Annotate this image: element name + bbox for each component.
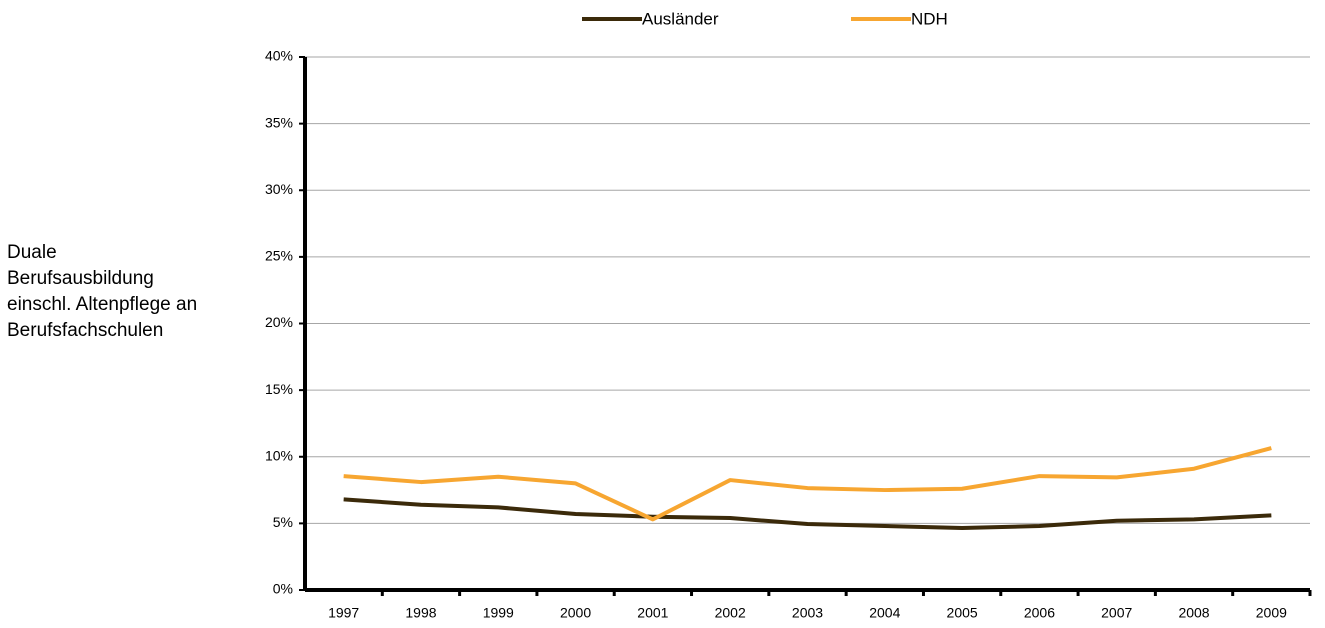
y-axis-label: Duale Berufsausbildung einschl. Altenpfl… — [7, 242, 198, 341]
x-tick-label: 2001 — [637, 605, 668, 621]
x-tick-label: 2006 — [1024, 605, 1055, 621]
y-tick-label: 15% — [265, 381, 293, 397]
y-tick-label: 30% — [265, 181, 293, 197]
x-tick-label: 1997 — [328, 605, 359, 621]
line-series — [343, 446, 1272, 522]
y-tick-label: 10% — [265, 447, 293, 463]
x-tick-label: 2000 — [560, 605, 591, 621]
x-tick-label: 1999 — [483, 605, 514, 621]
y-tick-label: 40% — [265, 48, 293, 64]
x-tick-label: 2003 — [792, 605, 823, 621]
x-tick-label: 1998 — [405, 605, 436, 621]
y-tick-label: 5% — [273, 514, 293, 530]
x-tick-label: 2002 — [715, 605, 746, 621]
line-series — [343, 497, 1272, 531]
x-tick-label: 2008 — [1178, 605, 1209, 621]
x-tick-label: 2005 — [947, 605, 978, 621]
y-tick-label: 25% — [265, 248, 293, 264]
x-tick-label: 2007 — [1101, 605, 1132, 621]
x-tick-label: 2004 — [869, 605, 900, 621]
y-tick-label: 35% — [265, 114, 293, 130]
y-tick-label: 0% — [273, 581, 293, 597]
legend-label: Ausländer — [642, 9, 719, 28]
y-tick-label: 20% — [265, 314, 293, 330]
legend-label: NDH — [911, 9, 948, 28]
x-tick-label: 2009 — [1256, 605, 1287, 621]
